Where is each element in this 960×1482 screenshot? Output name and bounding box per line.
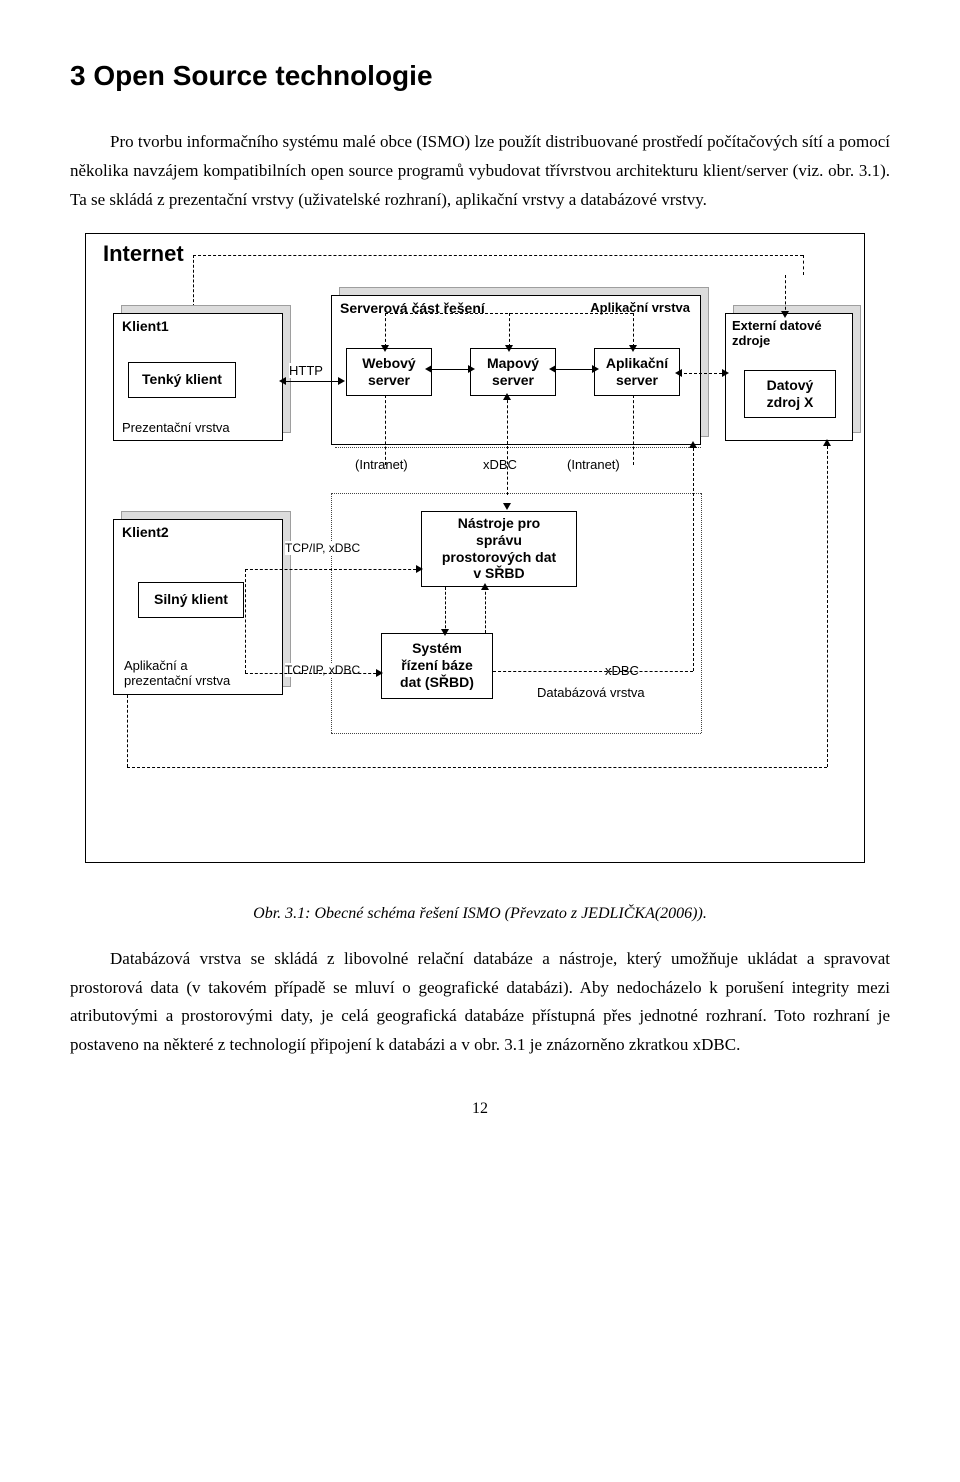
dbms-label: Systém řízení báze dat (SŘBD) [400, 640, 474, 690]
presentation-layer-label: Prezentační vrstva [122, 420, 230, 435]
thin-client-box: Tenký klient [128, 362, 236, 398]
http-label: HTTP [289, 363, 323, 378]
tcpip-label-2: TCP/IP, xDBC [285, 663, 360, 677]
map-server-box: Mapový server [470, 348, 556, 396]
app-pres-layer-label: Aplikační a prezentační vrstva [124, 658, 230, 688]
architecture-diagram: Internet Klient1 Tenký klient Prezentačn… [85, 233, 875, 873]
internet-label: Internet [103, 241, 184, 267]
intranet-label-1: (Intranet) [355, 457, 408, 472]
klient1-block: Klient1 Tenký klient Prezentační vrstva [113, 313, 283, 441]
klient2-title: Klient2 [122, 524, 169, 540]
server-part-block: Serverová část řešení Aplikační vrstva W… [331, 295, 701, 445]
intranet-label-2: (Intranet) [567, 457, 620, 472]
section-heading: 3 Open Source technologie [70, 60, 890, 92]
external-title: Externí datové zdroje [732, 318, 822, 348]
external-data-block: Externí datové zdroje Datový zdroj X [725, 313, 853, 441]
data-source-x: Datový zdroj X [744, 370, 836, 418]
spatial-tools-label: Nástroje pro správu prostorových dat v S… [442, 515, 556, 582]
paragraph-1: Pro tvorbu informačního systému malé obc… [70, 128, 890, 215]
dbms-box: Systém řízení báze dat (SŘBD) [381, 633, 493, 699]
tcpip-label-1: TCP/IP, xDBC [285, 541, 360, 555]
figure-caption: Obr. 3.1: Obecné schéma řešení ISMO (Pře… [70, 905, 890, 923]
page-number: 12 [70, 1100, 890, 1118]
thick-client-box: Silný klient [138, 582, 244, 618]
xdbc-label-1: xDBC [483, 457, 517, 472]
db-layer-label: Databázová vrstva [537, 685, 645, 700]
klient2-block: Klient2 Silný klient Aplikační a prezent… [113, 519, 283, 695]
paragraph-2: Databázová vrstva se skládá z libovolné … [70, 945, 890, 1061]
klient1-title: Klient1 [122, 318, 169, 334]
spatial-tools-box: Nástroje pro správu prostorových dat v S… [421, 511, 577, 587]
web-server-box: Webový server [346, 348, 432, 396]
app-server-box: Aplikační server [594, 348, 680, 396]
